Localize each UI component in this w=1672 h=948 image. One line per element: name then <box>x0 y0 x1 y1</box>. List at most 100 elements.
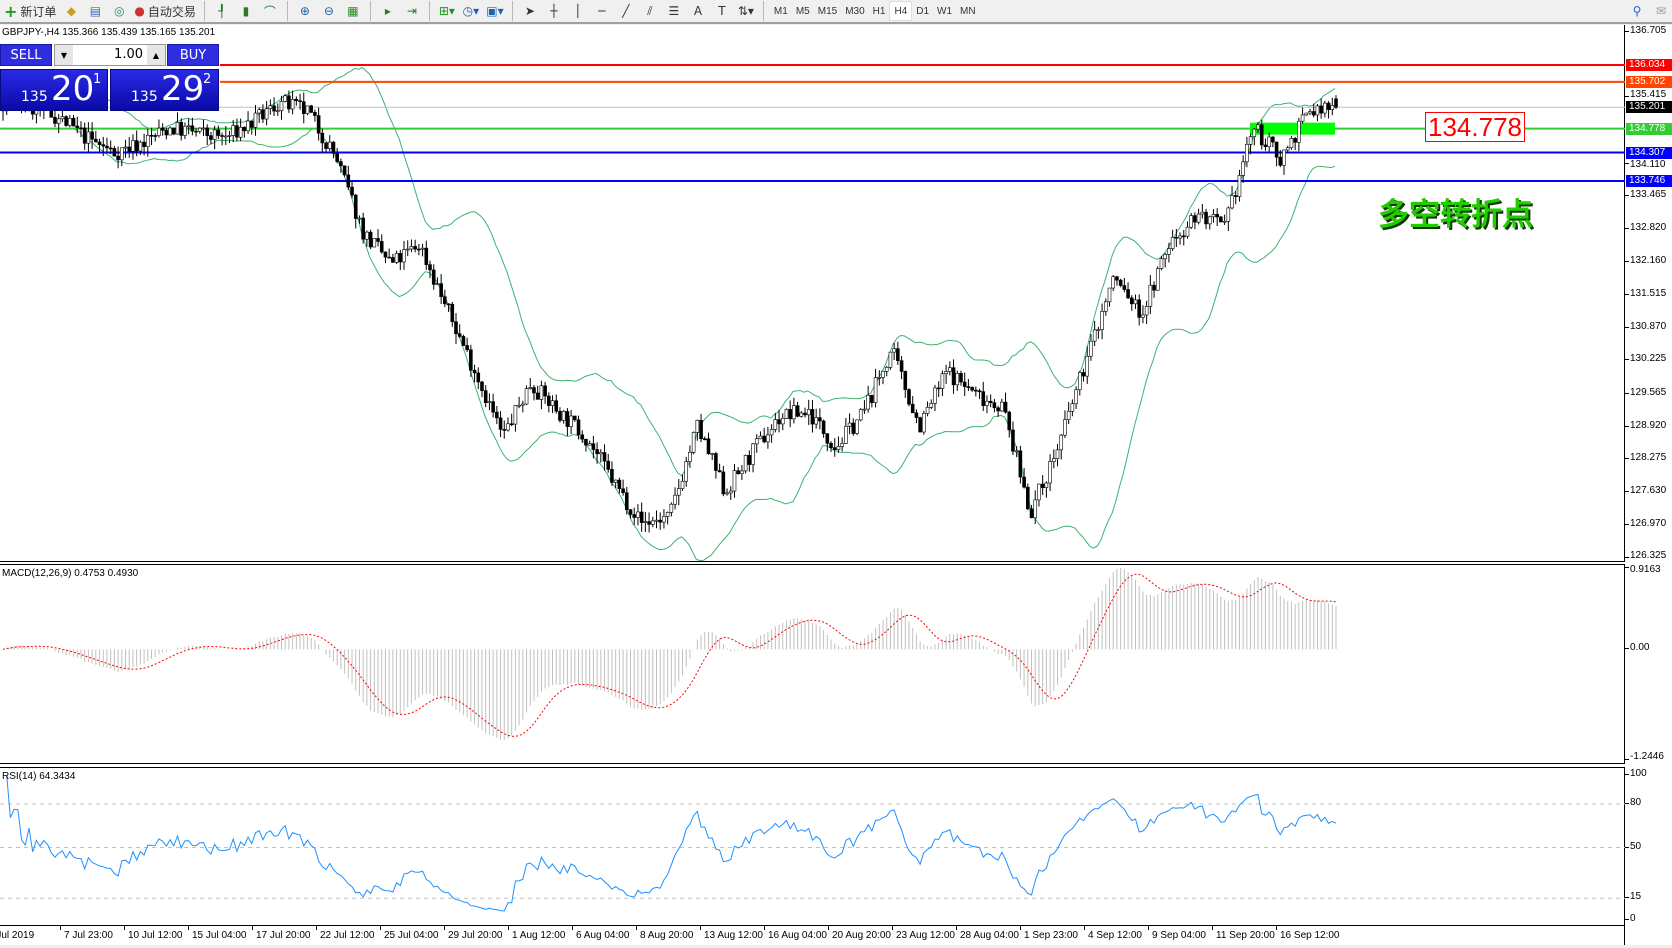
time-label: 11 Sep 20:00 <box>1216 930 1275 941</box>
timeframe-w1[interactable]: W1 <box>937 5 953 17</box>
bear-candle <box>220 135 224 137</box>
time-tick <box>956 926 957 930</box>
chart-shift-icon[interactable]: ⇥ <box>406 4 417 18</box>
bear-candle <box>287 95 291 110</box>
signal-icon[interactable]: ◎ <box>114 4 125 18</box>
bull-candle <box>847 422 852 427</box>
bear-candle <box>335 153 339 162</box>
bear-candle <box>647 521 651 525</box>
zoom-out-icon[interactable]: ⊖ <box>323 4 334 18</box>
tile-windows-icon[interactable]: ▦ <box>347 4 359 18</box>
candlestick-icon[interactable]: ▮ <box>242 4 250 18</box>
lot-input[interactable]: 1.00 <box>114 47 143 62</box>
bear-candle <box>75 125 80 129</box>
lot-stepper[interactable]: ▼ 1.00 ▲ <box>54 44 166 66</box>
timeframe-mn[interactable]: MN <box>960 5 976 17</box>
periods-icon[interactable]: ◷▾ <box>462 4 480 18</box>
time-tick <box>1084 926 1085 930</box>
arrows-icon[interactable]: ⇅▾ <box>737 4 754 18</box>
chart-window[interactable]: GBPJPY-,H4 135.366 135.439 135.165 135.2… <box>0 25 1672 945</box>
bull-candle <box>662 516 666 523</box>
bear-candle <box>736 470 740 475</box>
time-label: 9 Sep 04:00 <box>1152 930 1206 941</box>
timeframe-h4[interactable]: H4 <box>889 1 913 21</box>
timeframe-h1[interactable]: H1 <box>872 5 886 17</box>
timeframe-m1[interactable]: M1 <box>773 5 788 17</box>
timeframe-d1[interactable]: D1 <box>916 5 930 17</box>
time-tick <box>124 926 125 930</box>
sell-price[interactable]: 135 20 1 <box>0 69 108 111</box>
timeframe-m30[interactable]: M30 <box>845 5 865 17</box>
navigator-icon[interactable]: ▤ <box>89 4 102 18</box>
bull-candle <box>840 443 844 447</box>
time-tick <box>60 926 61 930</box>
bear-candle <box>324 142 328 149</box>
decrease-lot-button[interactable]: ▼ <box>55 45 73 65</box>
bear-candle <box>1003 401 1008 413</box>
search-icon[interactable]: ⚲ <box>1632 4 1642 18</box>
bull-candle <box>56 118 61 124</box>
bear-candle <box>272 105 276 112</box>
templates-icon[interactable]: ▣▾ <box>486 4 504 18</box>
pivot-price-label[interactable]: 134.778 <box>1425 112 1525 142</box>
metaeditor-icon[interactable]: ◆ <box>66 4 77 18</box>
bull-candle <box>1226 207 1231 222</box>
bear-candle <box>417 248 421 251</box>
trendline-icon[interactable]: ╱ <box>622 4 630 18</box>
bull-candle <box>684 461 689 482</box>
price-tick <box>1625 359 1629 361</box>
equidistant-channel-icon[interactable]: ⫽ <box>647 3 653 18</box>
rsi-tick <box>1625 803 1629 804</box>
bull-candle <box>688 451 692 462</box>
cursor-icon[interactable]: ➤ <box>524 4 535 18</box>
increase-lot-button[interactable]: ▲ <box>147 45 165 65</box>
timeframe-m15[interactable]: M15 <box>817 5 838 17</box>
time-label: 6 Aug 04:00 <box>576 930 630 941</box>
text-icon[interactable]: A <box>693 4 703 18</box>
bear-candle <box>832 447 837 450</box>
chat-icon[interactable]: ✉ <box>1655 4 1667 18</box>
bar-chart-icon[interactable]: ┦ <box>218 4 226 18</box>
zoom-in-icon[interactable]: ⊕ <box>299 4 310 18</box>
bull-candle <box>780 417 785 425</box>
auto-trading-button[interactable]: ● 自动交易 <box>134 4 196 19</box>
indicators-icon[interactable]: ⊞▾ <box>438 4 455 18</box>
macd-indicator[interactable]: MACD(12,26,9) 0.4753 0.4930 <box>0 564 1625 764</box>
crosshair-icon[interactable]: ┼ <box>550 4 558 18</box>
sell-button[interactable]: SELL <box>0 44 52 66</box>
bear-candle <box>1263 144 1268 148</box>
rsi-indicator[interactable]: RSI(14) 64.3434 <box>0 767 1625 926</box>
buy-price[interactable]: 135 29 2 <box>110 69 219 111</box>
bear-candle <box>595 449 599 455</box>
pivot-text-annotation[interactable]: 多空转折点 <box>1378 197 1533 233</box>
bull-candle <box>264 108 269 120</box>
bull-candle <box>1237 175 1242 197</box>
bull-candle <box>1066 410 1071 420</box>
horizontal-line-icon[interactable]: ─ <box>598 4 606 18</box>
plus-icon: + <box>4 1 18 21</box>
bear-candle <box>914 412 919 418</box>
line-chart-icon[interactable]: ⌒ <box>263 4 276 19</box>
bear-candle <box>532 387 536 394</box>
bull-candle <box>402 249 406 263</box>
bull-candle <box>435 283 440 285</box>
bear-candle <box>179 122 184 136</box>
bull-candle <box>1133 299 1138 305</box>
bull-candle <box>1241 161 1245 176</box>
bear-candle <box>71 118 76 127</box>
new-order-button[interactable]: + 新订单 <box>4 1 57 21</box>
text-label-icon[interactable]: T <box>718 4 726 18</box>
buy-button[interactable]: BUY <box>167 44 219 66</box>
bull-candle <box>409 246 414 250</box>
rsi-tick-label: 15 <box>1630 891 1642 903</box>
vertical-line-icon[interactable]: │ <box>574 4 582 18</box>
bull-candle <box>1248 136 1253 145</box>
price-chart[interactable]: GBPJPY-,H4 135.366 135.439 135.165 135.2… <box>0 25 1625 562</box>
bull-candle <box>1196 213 1201 223</box>
fibonacci-icon[interactable]: ☰ <box>668 4 680 18</box>
bear-candle <box>762 435 766 443</box>
bull-candle <box>1267 136 1271 148</box>
bull-candle <box>985 400 989 406</box>
auto-scroll-icon[interactable]: ▸ <box>384 4 391 18</box>
timeframe-m5[interactable]: M5 <box>795 5 810 17</box>
